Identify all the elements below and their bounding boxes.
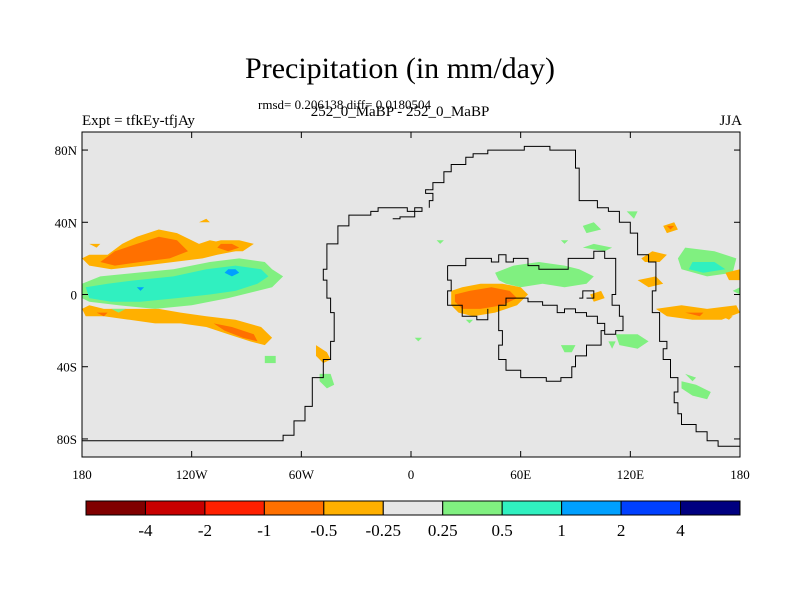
colorbar-swatch [85, 500, 146, 516]
coastline [579, 290, 595, 299]
colorbar-label: -0.5 [310, 521, 337, 540]
precip-anomaly-region [85, 265, 269, 302]
stats-text: rmsd= 0.206138 diff= 0.0180504 [258, 97, 431, 112]
precip-anomaly-region [136, 287, 145, 291]
season-label: JJA [719, 113, 742, 129]
precip-anomaly-region [641, 251, 667, 262]
colorbar-swatch [144, 500, 206, 516]
x-tick-label: 120W [176, 467, 209, 482]
colorbar-swatch [501, 500, 563, 516]
colorbar-label: 0.5 [492, 521, 513, 540]
precip-anomaly-region [725, 269, 740, 281]
contour-fields [82, 211, 740, 400]
y-tick-label: 40N [55, 215, 78, 230]
colorbar-label: 2 [617, 521, 626, 540]
colorbar-swatch [382, 500, 444, 516]
precip-anomaly-region [89, 243, 101, 248]
x-tick-label: 120E [617, 467, 645, 482]
colorbar-label: 0.25 [428, 521, 458, 540]
precip-anomaly-region [224, 269, 240, 277]
x-tick-label: 180 [72, 467, 92, 482]
precip-anomaly-region [615, 334, 649, 349]
precip-anomaly-region [111, 308, 126, 313]
colorbar-label: -2 [198, 521, 212, 540]
experiment-label: Expt = tfkEy-tfjAy [82, 113, 195, 129]
precip-anomaly-region [688, 262, 726, 273]
precip-anomaly-region [264, 355, 276, 364]
x-tick-label: 180 [730, 467, 750, 482]
coastline [447, 250, 624, 382]
coastlines [82, 145, 740, 447]
precip-anomaly-region [685, 373, 697, 382]
period-label: 252_0_MaBP - 252_0_MaBP [310, 104, 490, 120]
precip-anomaly-region [608, 341, 616, 349]
x-tick-label: 60W [289, 467, 315, 482]
y-tick-label: 0 [71, 288, 78, 303]
precip-anomaly-region [454, 287, 517, 309]
y-tick-label: 80N [55, 143, 78, 158]
precip-anomaly-region [100, 236, 188, 266]
precip-anomaly-region [655, 305, 740, 320]
axis-ticks: 180 120W 60W 0 60E 120E 180 80N 40N 0 40S 80S [55, 132, 750, 482]
precip-anomaly-region [560, 345, 576, 353]
precip-anomaly-region [560, 240, 569, 244]
precip-anomaly-region [436, 240, 444, 244]
coastline [82, 207, 423, 442]
colorbar-label: -4 [138, 521, 153, 540]
y-tick-label: 80S [57, 432, 77, 447]
colorbar-label: -0.25 [366, 521, 401, 540]
colorbar-label: 1 [557, 521, 566, 540]
colorbar-swatch [561, 500, 622, 516]
precip-anomaly-region [582, 222, 602, 234]
precip-anomaly-region [414, 337, 422, 342]
precip-anomaly-region [637, 276, 664, 288]
x-tick-label: 60E [510, 467, 531, 482]
precip-anomaly-region [582, 243, 613, 252]
colorbar-swatch [442, 500, 503, 516]
colorbar-swatch [680, 500, 741, 516]
precip-anomaly-region [316, 345, 331, 364]
coastline [447, 265, 489, 321]
colorbar-label: -1 [257, 521, 271, 540]
colorbar-label: 4 [676, 521, 685, 540]
precip-anomaly-region [217, 243, 240, 252]
precip-anomaly-region [465, 319, 474, 324]
precip-anomaly-region [685, 312, 704, 317]
coastline [425, 189, 434, 208]
plot-title: Precipitation (in mm/day) [245, 52, 555, 85]
precip-anomaly-region [666, 225, 675, 230]
colorbar-swatch [204, 500, 265, 516]
x-tick-label: 0 [408, 467, 415, 482]
precip-anomaly-region [96, 312, 108, 317]
precip-anomaly-region [681, 381, 711, 400]
coastline [429, 145, 740, 447]
colorbar-swatch [323, 500, 384, 516]
precip-anomaly-region [732, 287, 740, 295]
y-tick-label: 40S [57, 360, 77, 375]
precip-anomaly-region [199, 218, 210, 223]
colorbar: -4 -2 -1 -0.5 -0.25 0.25 0.5 1 2 4 [85, 500, 741, 540]
precip-anomaly-region [626, 211, 638, 219]
colorbar-swatch [620, 500, 682, 516]
precip-anomaly-region [82, 305, 273, 346]
precip-anomaly-region [721, 316, 733, 320]
precip-anomaly-region [213, 323, 258, 342]
colorbar-swatch [263, 500, 325, 516]
precip-anomaly-region [495, 262, 594, 288]
